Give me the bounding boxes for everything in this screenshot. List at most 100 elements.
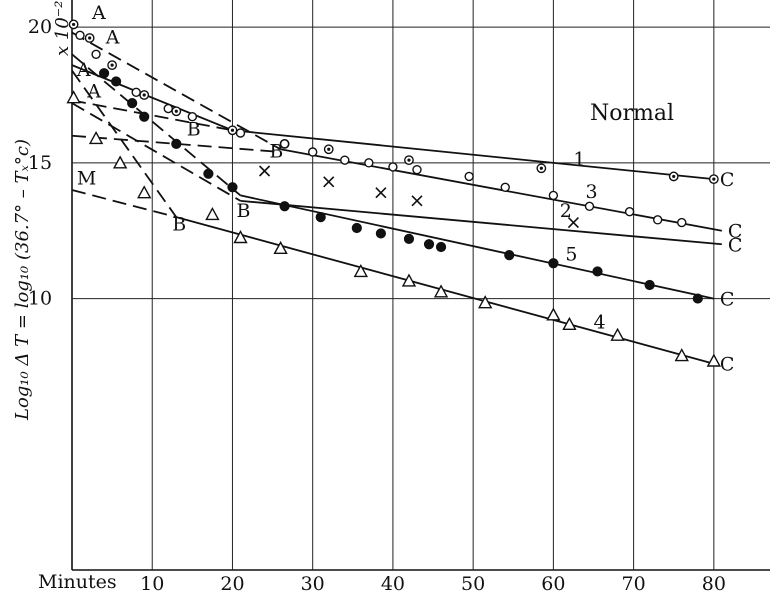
data-point: [111, 76, 122, 87]
guide-line: [71, 134, 281, 153]
data-point: [375, 187, 387, 199]
series-number-label: 4: [593, 311, 605, 333]
series-number-label: 3: [585, 181, 597, 203]
data-point: [203, 168, 214, 179]
data-point: [411, 195, 423, 207]
data-point: [500, 182, 510, 192]
end-label: C: [720, 354, 735, 376]
y-axis-label: Log₁₀ Δ T = log₁₀ (36.7° – Tₓ°c): [12, 139, 33, 421]
data-point: [139, 111, 150, 122]
data-point: [403, 233, 415, 244]
annotation-M: M: [77, 168, 96, 190]
data-point: [423, 239, 435, 250]
data-point: [279, 139, 290, 149]
data-point: [98, 68, 110, 79]
data-point: [624, 207, 635, 217]
data-point: [235, 128, 246, 138]
data-point: [674, 348, 689, 362]
data-point: [592, 266, 603, 277]
data-point: [677, 217, 687, 228]
data-point: [307, 147, 318, 157]
data-point-dot: [230, 128, 235, 132]
annotation-A: A: [86, 81, 101, 103]
guide-line: [71, 189, 177, 219]
x-tick-label: 50: [461, 573, 485, 595]
data-point: [187, 112, 198, 122]
y-axis-multiplier: x 10⁻²: [52, 1, 73, 57]
x-tick-label: 20: [220, 573, 244, 595]
data-point: [435, 241, 447, 253]
data-point: [137, 185, 152, 199]
data-point: [644, 279, 655, 291]
end-label: C: [720, 169, 735, 191]
x-tick-label: 40: [381, 573, 405, 595]
data-point-dot: [110, 63, 114, 67]
data-point: [171, 138, 182, 149]
x-tick-label: 30: [301, 573, 325, 595]
data-point: [412, 164, 422, 175]
data-point-dot: [142, 93, 146, 97]
data-point: [464, 171, 474, 182]
data-point: [233, 230, 248, 244]
data-point: [433, 284, 449, 298]
data-point-dot: [539, 166, 543, 170]
data-point-dot: [407, 158, 411, 162]
data-point: [131, 87, 141, 97]
data-point: [546, 307, 561, 321]
x-tick-label: 60: [541, 573, 565, 595]
data-point: [279, 201, 290, 212]
data-markers: [66, 19, 722, 367]
series-line-4: [71, 70, 178, 218]
data-point-dot: [174, 109, 178, 113]
data-point-dot: [712, 177, 716, 181]
data-point: [91, 49, 101, 59]
x-axis-label: Minutes: [38, 571, 117, 593]
data-point: [351, 222, 362, 234]
data-point: [323, 176, 335, 188]
x-tick-label: 80: [702, 573, 726, 595]
series-line-5: [240, 194, 715, 300]
data-point: [66, 90, 81, 104]
data-point: [401, 273, 417, 287]
annotation-B: B: [269, 140, 283, 162]
data-point: [652, 215, 663, 225]
annotation-B: B: [172, 214, 186, 236]
annotation-B: B: [187, 119, 201, 141]
y-tick-label: 15: [28, 152, 52, 174]
data-point: [548, 190, 559, 201]
x-tick-label: 70: [622, 573, 646, 595]
series-line-3: [71, 31, 282, 151]
data-point: [562, 316, 577, 331]
guide-line: [71, 99, 233, 132]
end-label: C: [720, 289, 735, 311]
y-tick-label: 10: [28, 288, 52, 310]
annotation-B: B: [236, 200, 250, 222]
data-point: [504, 250, 515, 261]
series-number-label: 5: [565, 244, 577, 266]
data-point: [127, 98, 138, 109]
data-point: [205, 206, 220, 221]
annotation-A: A: [105, 26, 120, 48]
data-point: [340, 155, 350, 165]
data-point: [364, 158, 374, 168]
data-point-dot: [327, 147, 331, 151]
data-point: [548, 258, 559, 269]
data-point: [388, 162, 398, 172]
data-point: [315, 212, 326, 223]
data-point: [692, 293, 703, 304]
series-lines: [71, 31, 723, 365]
end-label: C: [728, 234, 743, 256]
data-point: [353, 263, 369, 278]
data-point: [88, 130, 104, 145]
data-point: [567, 217, 580, 229]
data-point: [227, 182, 238, 193]
annotation-A: A: [91, 2, 106, 24]
data-point-dot: [672, 174, 676, 179]
data-point: [163, 103, 173, 114]
data-point: [610, 327, 625, 341]
series-line-5: [71, 53, 242, 197]
data-point: [584, 201, 595, 211]
